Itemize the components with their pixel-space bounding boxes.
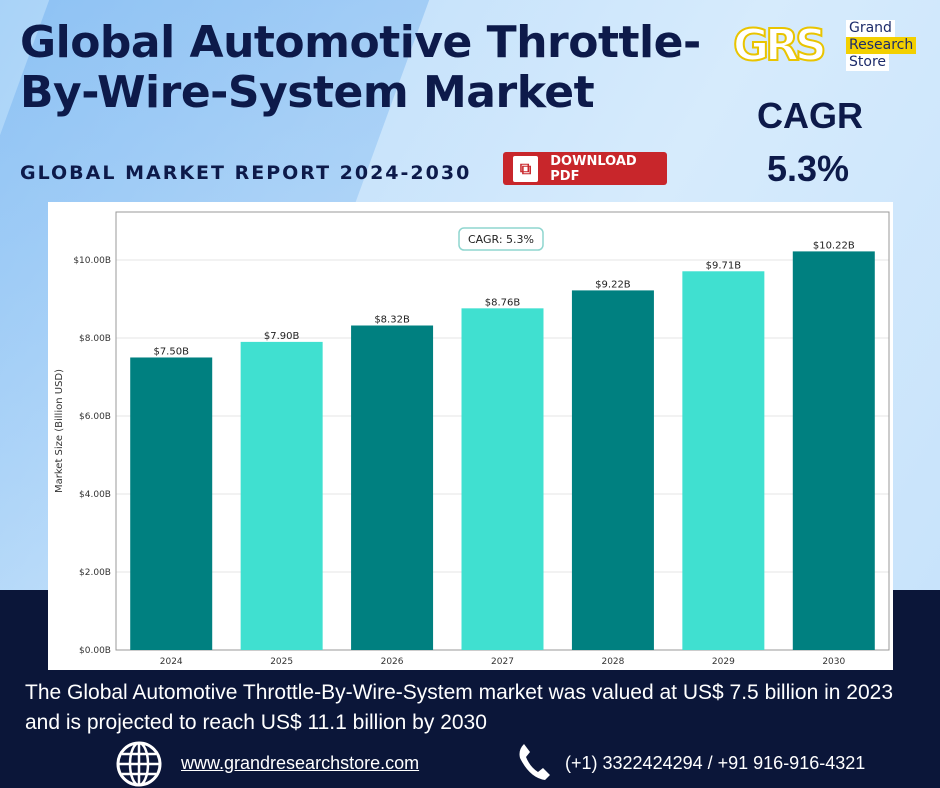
download-pdf-button[interactable]: ⧉ DOWNLOAD PDF <box>503 152 667 185</box>
logo-mark: GRS <box>732 20 828 71</box>
pdf-icon: ⧉ <box>513 155 539 182</box>
y-tick-label: $10.00B <box>73 256 111 266</box>
cagr-annotation: CAGR: 5.3% <box>468 233 534 246</box>
x-tick-label: 2024 <box>160 657 183 667</box>
x-tick-label: 2030 <box>822 657 845 667</box>
download-label: DOWNLOAD PDF <box>550 153 637 184</box>
y-tick-label: $2.00B <box>79 568 111 578</box>
bar-2025 <box>240 341 323 650</box>
phone-number: (+1) 3322424294 / +91 916-916-4321 <box>565 753 866 773</box>
data-label: $8.76B <box>485 297 521 308</box>
data-label: $9.71B <box>706 260 742 271</box>
x-tick-label: 2029 <box>712 657 735 667</box>
page-title: Global Automotive Throttle- By-Wire-Syste… <box>20 18 701 118</box>
title-line-2: By-Wire-System Market <box>20 67 595 118</box>
x-tick-label: 2025 <box>270 657 293 667</box>
chart-svg: $0.00B $2.00B $4.00B $6.00B $8.00B $10.00B $7.… <box>54 211 890 667</box>
title-line-1: Global Automotive Throttle- <box>20 17 701 68</box>
y-tick-label: $0.00B <box>79 646 111 656</box>
data-label: $8.32B <box>374 314 410 325</box>
website-link[interactable]: www.grandresearchstore.com <box>181 753 420 773</box>
logo-words: Grand Research Store <box>846 20 917 71</box>
x-tick-label: 2028 <box>601 657 624 667</box>
logo: GRS Grand Research Store <box>732 20 938 72</box>
data-label: $7.90B <box>264 331 300 342</box>
phone-icon <box>519 744 550 780</box>
market-description: The Global Automotive Throttle-By-Wire-S… <box>25 681 893 734</box>
x-tick-label: 2026 <box>381 657 404 667</box>
bar-2030 <box>792 251 875 650</box>
globe-icon <box>116 741 162 787</box>
bar-2027 <box>461 308 544 650</box>
cagr-value: 5.3% <box>767 148 850 189</box>
y-tick-label: $4.00B <box>79 490 111 500</box>
bar-2029 <box>682 271 765 650</box>
y-tick-label: $8.00B <box>79 334 111 344</box>
cagr-label: CAGR <box>757 95 863 136</box>
bar-2028 <box>571 290 654 650</box>
data-label: $7.50B <box>153 346 189 357</box>
data-label: $9.22B <box>595 279 631 290</box>
bar-2026 <box>351 325 434 650</box>
data-label: $10.22B <box>813 240 855 251</box>
report-subtitle: GLOBAL MARKET REPORT 2024-2030 <box>20 162 472 184</box>
y-axis-label: Market Size (Billion USD) <box>54 369 65 493</box>
bar-2024 <box>130 357 213 650</box>
x-tick-label: 2027 <box>491 657 514 667</box>
annotation-box <box>458 227 544 251</box>
y-tick-label: $6.00B <box>79 412 111 422</box>
bar-chart: $0.00B $2.00B $4.00B $6.00B $8.00B $10.00B $7.… <box>48 202 893 670</box>
